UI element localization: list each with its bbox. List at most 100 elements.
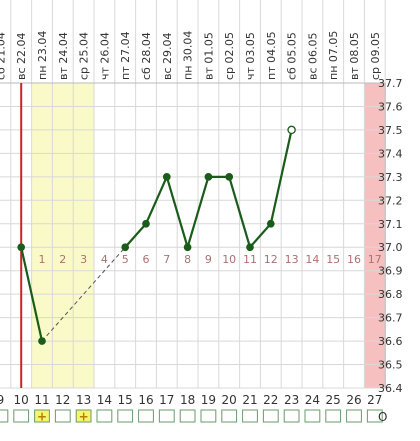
cycle-day-label: 16 <box>347 253 361 266</box>
date-label: сб 05.05 <box>286 32 299 80</box>
temperature-point <box>204 172 213 181</box>
cycle-day-label: 3 <box>80 253 87 266</box>
temperature-point <box>183 243 192 252</box>
y-tick-label: 36.9 <box>378 265 403 278</box>
cycle-day-label: 9 <box>205 253 212 266</box>
end-label: O <box>378 410 387 424</box>
day-number: 12 <box>55 393 70 407</box>
mark-box <box>200 409 217 423</box>
date-label: пт 27.04 <box>119 31 132 80</box>
temperature-point <box>142 219 150 228</box>
day-number: 9 <box>0 393 4 407</box>
y-tick-label: 36.4 <box>378 382 403 395</box>
date-label: вт 08.05 <box>348 32 361 80</box>
day-number: 15 <box>118 393 133 407</box>
temperature-line <box>124 129 293 252</box>
mark-box <box>34 409 50 423</box>
mark-box <box>221 409 238 423</box>
day-number: 21 <box>242 393 257 407</box>
y-tick-label: 37.2 <box>378 194 403 207</box>
cycle-day-label: 14 <box>305 253 319 266</box>
y-tick-label: 37.4 <box>378 147 403 160</box>
cycle-day-label: 5 <box>122 253 129 266</box>
day-number: 20 <box>222 393 237 407</box>
cycle-day-label: 11 <box>243 253 257 266</box>
y-tick-label: 36.5 <box>378 359 403 372</box>
day-number: 26 <box>346 393 361 407</box>
y-tick-label: 36.6 <box>378 335 403 348</box>
cycle-day-label: 17 <box>368 253 382 266</box>
cycle-day-label: 7 <box>163 253 170 266</box>
date-label: вт 24.04 <box>57 32 70 80</box>
date-label: ср 25.04 <box>78 32 91 80</box>
date-label: чт 26.04 <box>98 32 111 80</box>
cycle-day-label: 1 <box>39 253 46 266</box>
plus-mark: + <box>37 410 47 424</box>
day-number: 22 <box>263 393 278 407</box>
cycle-day-label: 15 <box>326 253 340 266</box>
day-number: 17 <box>159 393 174 407</box>
temperature-point <box>162 172 171 181</box>
y-tick-label: 37.7 <box>378 77 403 90</box>
day-number: 13 <box>76 393 91 407</box>
day-number: 11 <box>34 393 49 407</box>
mark-box <box>179 409 196 423</box>
day-number: 18 <box>180 393 195 407</box>
date-label: пт 04.05 <box>265 31 278 80</box>
day-number: 19 <box>201 393 216 407</box>
mark-box <box>242 409 258 423</box>
temperature-point <box>121 243 130 252</box>
mark-box <box>0 409 9 423</box>
mark-box <box>117 409 134 423</box>
date-label: вс 29.04 <box>161 32 174 80</box>
y-tick-label: 37.3 <box>378 171 403 184</box>
date-label: вс 06.05 <box>306 32 319 80</box>
cycle-day-label: 10 <box>222 253 236 266</box>
cycle-day-label: 2 <box>59 253 66 266</box>
temperature-point <box>246 243 254 252</box>
y-tick-label: 36.7 <box>378 312 403 325</box>
day-number: 10 <box>14 393 29 407</box>
mark-box <box>138 409 154 423</box>
y-tick-label: 36.8 <box>378 288 403 301</box>
mark-box <box>96 409 113 423</box>
mark-box <box>158 409 175 423</box>
cycle-day-label: 4 <box>101 253 108 266</box>
y-tick-label: 37.1 <box>378 218 403 231</box>
date-label: сб 28.04 <box>140 32 153 80</box>
mark-box <box>366 409 383 423</box>
mark-box <box>75 409 92 423</box>
date-label: сб 21.04 <box>0 32 7 80</box>
temperature-point <box>225 172 234 181</box>
date-label: пн 07.05 <box>327 31 340 80</box>
date-label: вт 01.05 <box>202 32 215 80</box>
mark-box <box>346 409 362 423</box>
day-number: 25 <box>326 393 341 407</box>
temperature-point <box>17 243 26 252</box>
mark-box <box>304 409 321 423</box>
date-label: пн 23.04 <box>36 31 49 80</box>
day-number: 27 <box>367 393 382 407</box>
mark-box <box>54 409 71 423</box>
red-column <box>364 83 386 388</box>
temperature-line <box>20 246 44 342</box>
day-number: 16 <box>138 393 153 407</box>
day-number: 23 <box>284 393 299 407</box>
day-number: 14 <box>97 393 112 407</box>
temperature-point <box>287 125 296 135</box>
temperature-point <box>38 337 46 345</box>
y-tick-label: 37.5 <box>378 124 403 137</box>
date-label: ср 02.05 <box>223 32 236 80</box>
cycle-day-label: 8 <box>184 253 191 266</box>
plus-mark: + <box>79 410 89 424</box>
mark-box <box>262 409 279 423</box>
cycle-day-label: 12 <box>264 253 278 266</box>
date-label: чт 03.05 <box>244 32 257 80</box>
mark-box <box>325 409 342 423</box>
y-tick-label: 37.6 <box>378 100 403 113</box>
date-label: ср 09.05 <box>369 32 382 80</box>
y-tick-label: 37.0 <box>378 241 403 254</box>
temperature-point <box>266 219 275 228</box>
mark-box <box>283 409 300 423</box>
